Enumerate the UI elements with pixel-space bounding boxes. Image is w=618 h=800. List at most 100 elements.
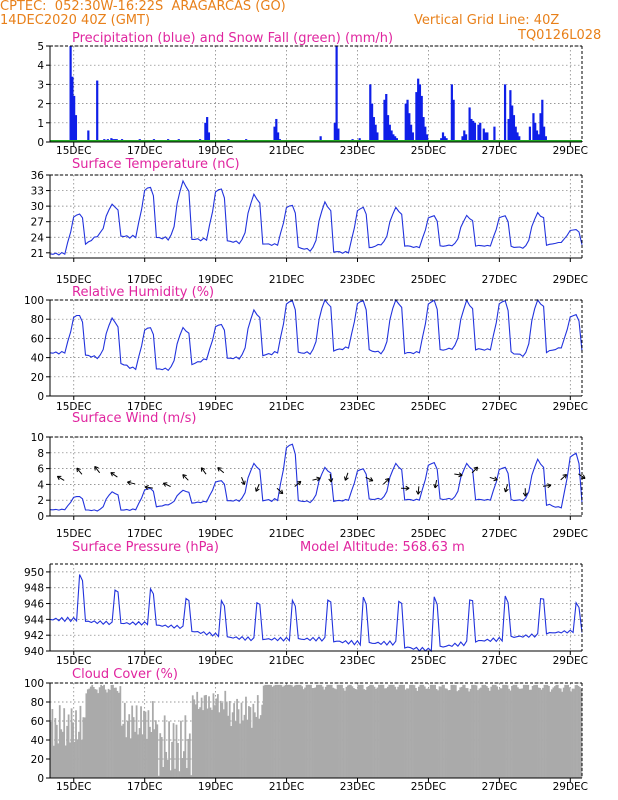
wind-arrowhead <box>503 488 509 493</box>
cloud-bar <box>67 714 70 778</box>
cloud-bar <box>570 691 572 778</box>
x-tick-label: 15DEC <box>56 781 91 793</box>
cloud-bar <box>484 684 487 778</box>
cloud-bar <box>323 689 326 778</box>
cloud-bar <box>92 687 95 778</box>
cloud-bar <box>193 699 196 778</box>
wind-arrowhead <box>328 478 334 483</box>
cloud-bar <box>273 685 275 778</box>
cloud-bar <box>336 684 339 778</box>
y-tick-label: 10 <box>31 432 44 444</box>
cloud-bar <box>78 731 80 778</box>
x-tick-label: 23DEC <box>340 274 375 286</box>
cloud-bar <box>60 729 63 778</box>
precip-bar <box>388 124 391 142</box>
cloud-bar <box>460 686 463 778</box>
y-tick-label: 8 <box>37 448 44 460</box>
cloud-bar <box>435 689 438 778</box>
wind-arrow <box>365 476 374 482</box>
cloud-bar <box>264 684 267 778</box>
cloud-bar <box>157 775 160 778</box>
cloud-bar <box>174 768 176 778</box>
y-tick-label: 0 <box>37 511 44 523</box>
precip-bar <box>394 136 397 142</box>
series-line <box>49 179 583 256</box>
cloud-bar <box>422 684 425 778</box>
cloud-bar <box>335 689 337 778</box>
cloud-bar <box>58 705 61 778</box>
cloud-bar <box>381 684 383 778</box>
precip-bar <box>441 132 445 142</box>
precip-bar <box>516 132 519 142</box>
wind-arrowhead <box>241 480 246 486</box>
cloud-bar <box>555 684 558 778</box>
precip-bar <box>411 132 414 142</box>
cloud-bar <box>299 684 302 778</box>
y-tick-label: 950 <box>24 567 44 579</box>
wind-arrowhead <box>385 478 390 483</box>
y-tick-label: 940 <box>24 646 44 658</box>
cloud-bar <box>242 720 244 778</box>
cloud-bar <box>514 684 516 778</box>
x-tick-label: 15DEC <box>56 655 91 667</box>
cloud-bar <box>221 702 224 778</box>
precip-bar <box>390 130 393 142</box>
cloud-bar <box>248 706 250 778</box>
cloud-bar <box>165 751 168 778</box>
x-tick-label: 15DEC <box>56 274 91 286</box>
y-tick-label: 2 <box>37 495 44 507</box>
cloud-bar <box>558 688 561 778</box>
panel-3: Relative Humidity (%) 15DEC 17DEC 19DEC 21DE… <box>24 285 588 413</box>
cloud-bar <box>115 687 117 778</box>
cloud-bar <box>191 695 194 778</box>
wind-arrow <box>383 478 390 485</box>
cloud-bar <box>341 684 343 778</box>
cloud-bar <box>537 687 540 778</box>
cloud-bar <box>546 684 549 778</box>
precip-bar <box>73 95 76 142</box>
cloud-bar <box>228 701 231 778</box>
panel-title: Cloud Cover (%) <box>72 667 178 682</box>
cloud-bar <box>310 684 312 778</box>
precip-bar <box>273 126 276 142</box>
cloud-bar <box>113 687 116 778</box>
wind-arrow <box>200 467 207 475</box>
y-tick-label: 27 <box>31 217 44 229</box>
cloud-bar <box>314 687 317 778</box>
cloud-bar <box>559 688 562 778</box>
cloud-bar <box>454 685 457 778</box>
cloud-bar <box>110 684 113 778</box>
precip-bar <box>443 136 446 142</box>
cloud-bar <box>301 686 303 778</box>
cloud-bar <box>75 710 77 778</box>
cloud-bar <box>317 684 320 778</box>
cloud-bar <box>57 743 60 778</box>
series-line <box>49 298 583 372</box>
cloud-bar <box>98 687 101 778</box>
cloud-bar <box>225 701 228 778</box>
cloud-bar <box>146 738 148 778</box>
precip-bar <box>507 118 510 142</box>
precip-bar <box>376 132 379 142</box>
y-tick-label: 20 <box>31 372 44 384</box>
x-tick-label: 21DEC <box>269 781 304 793</box>
precip-bar <box>404 103 407 142</box>
cloud-bar <box>358 684 361 778</box>
cloud-bar <box>409 684 411 778</box>
cloud-bar <box>497 689 500 778</box>
precip-bar <box>472 120 475 142</box>
wind-arrow <box>144 486 153 489</box>
wind-arrow <box>255 483 260 492</box>
cloud-bar <box>552 687 555 778</box>
y-tick-label: 30 <box>31 201 44 213</box>
cloud-bar <box>162 767 165 778</box>
cloud-bar <box>120 725 123 778</box>
cloud-bar <box>280 685 283 778</box>
cloud-bar <box>383 688 386 778</box>
cloud-bar <box>296 684 299 778</box>
x-tick-label: 19DEC <box>198 145 233 157</box>
cloud-bar <box>456 691 459 778</box>
cloud-bar <box>250 727 253 778</box>
x-tick-label: 21DEC <box>269 655 304 667</box>
y-tick-label: 24 <box>31 232 45 244</box>
